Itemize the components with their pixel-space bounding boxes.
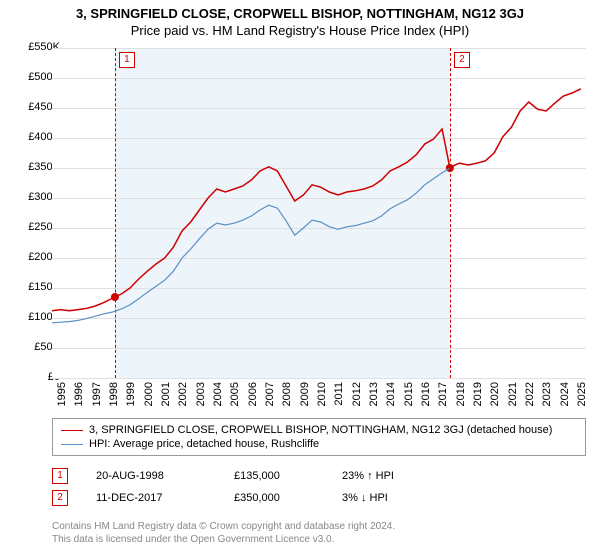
footnote-line2: This data is licensed under the Open Gov… (52, 534, 334, 545)
x-tick-label: 1995 (56, 382, 68, 422)
line-series (52, 48, 586, 378)
sale-date: 20-AUG-1998 (96, 470, 206, 482)
footnote-line1: Contains HM Land Registry data © Crown c… (52, 521, 395, 532)
x-tick-label: 2006 (247, 382, 259, 422)
x-tick-label: 2003 (195, 382, 207, 422)
series-property (52, 89, 581, 311)
chart-container: 3, SPRINGFIELD CLOSE, CROPWELL BISHOP, N… (0, 0, 600, 560)
x-tick-label: 2023 (541, 382, 553, 422)
x-tick-label: 2012 (351, 382, 363, 422)
sale-date: 11-DEC-2017 (96, 492, 206, 504)
plot-area: 12 (52, 48, 586, 378)
x-tick-label: 2019 (472, 382, 484, 422)
x-tick-label: 2024 (559, 382, 571, 422)
legend-label: HPI: Average price, detached house, Rush… (89, 438, 319, 450)
x-tick-label: 2008 (281, 382, 293, 422)
sale-price: £135,000 (234, 470, 314, 482)
x-tick-label: 2009 (299, 382, 311, 422)
x-tick-label: 1998 (108, 382, 120, 422)
x-tick-label: 2025 (576, 382, 588, 422)
x-tick-label: 2010 (316, 382, 328, 422)
sale-delta: 3% ↓ HPI (342, 492, 422, 504)
x-tick-label: 2016 (420, 382, 432, 422)
legend-swatch (61, 430, 83, 431)
sale-price: £350,000 (234, 492, 314, 504)
x-tick-label: 1997 (91, 382, 103, 422)
x-tick-label: 2021 (507, 382, 519, 422)
x-tick-label: 2013 (368, 382, 380, 422)
legend-row: 3, SPRINGFIELD CLOSE, CROPWELL BISHOP, N… (61, 423, 577, 437)
footnote: Contains HM Land Registry data © Crown c… (52, 520, 586, 546)
sale-delta: 23% ↑ HPI (342, 470, 422, 482)
x-tick-label: 1996 (73, 382, 85, 422)
x-tick-label: 2000 (143, 382, 155, 422)
sale-row: 1 20-AUG-1998 £135,000 23% ↑ HPI (52, 468, 586, 484)
sale-marker: 1 (52, 468, 68, 484)
x-tick-label: 2020 (489, 382, 501, 422)
legend-swatch (61, 444, 83, 445)
legend-row: HPI: Average price, detached house, Rush… (61, 437, 577, 451)
chart-subtitle: Price paid vs. HM Land Registry's House … (0, 21, 600, 42)
x-tick-label: 2005 (229, 382, 241, 422)
x-tick-label: 2002 (177, 382, 189, 422)
chart-title: 3, SPRINGFIELD CLOSE, CROPWELL BISHOP, N… (0, 0, 600, 21)
legend: 3, SPRINGFIELD CLOSE, CROPWELL BISHOP, N… (52, 418, 586, 456)
x-tick-label: 2015 (403, 382, 415, 422)
x-tick-label: 2011 (333, 382, 345, 422)
x-tick-label: 2017 (437, 382, 449, 422)
x-tick-label: 2022 (524, 382, 536, 422)
x-tick-label: 1999 (125, 382, 137, 422)
x-tick-label: 2001 (160, 382, 172, 422)
x-tick-label: 2014 (385, 382, 397, 422)
x-tick-label: 2004 (212, 382, 224, 422)
x-tick-label: 2018 (455, 382, 467, 422)
sale-row: 2 11-DEC-2017 £350,000 3% ↓ HPI (52, 490, 586, 506)
x-tick-label: 2007 (264, 382, 276, 422)
sale-marker: 2 (52, 490, 68, 506)
legend-label: 3, SPRINGFIELD CLOSE, CROPWELL BISHOP, N… (89, 424, 552, 436)
